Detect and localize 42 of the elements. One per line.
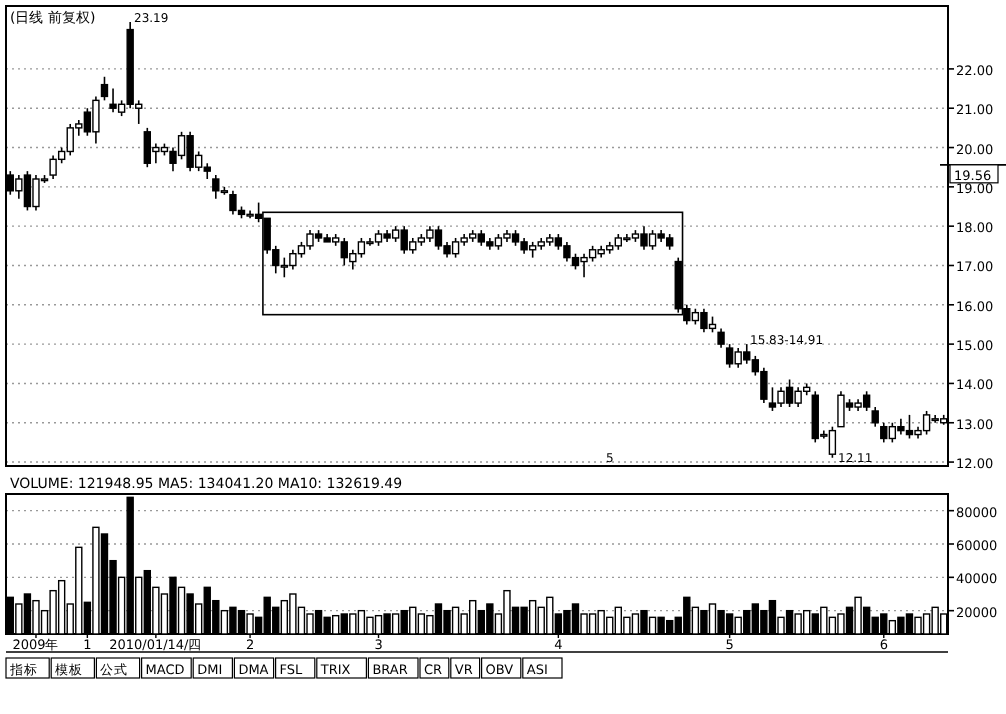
- candlestick: [777, 386, 785, 408]
- candlestick: [306, 229, 314, 251]
- candlestick: [212, 174, 220, 200]
- candlestick: [349, 248, 357, 271]
- candlestick: [451, 237, 460, 259]
- candlestick: [880, 421, 888, 444]
- candlestick: [905, 414, 914, 440]
- candlestick: [229, 189, 237, 216]
- candlestick: [760, 366, 768, 404]
- candlestick: [357, 237, 366, 259]
- candlestick: [794, 386, 802, 408]
- candlestick: [15, 174, 23, 200]
- candlestick: [768, 386, 777, 412]
- candlestick: [888, 421, 897, 444]
- candlestick: [725, 343, 734, 369]
- candlestick: [92, 95, 100, 145]
- candlestick: [700, 307, 708, 334]
- candlestick: [648, 229, 657, 251]
- candlestick: [922, 410, 931, 436]
- candlestick: [717, 327, 725, 349]
- candlestick: [100, 75, 109, 102]
- candlestick: [862, 390, 871, 412]
- candlestick: [23, 170, 32, 212]
- candlestick: [640, 225, 648, 251]
- candlestick: [280, 256, 289, 279]
- candlestick: [49, 154, 57, 180]
- candlestick: [837, 390, 845, 428]
- candlestick: [32, 174, 40, 212]
- candlestick: [400, 225, 408, 255]
- candlestick: [66, 123, 74, 157]
- candlestick: [871, 406, 879, 428]
- candlestick: [109, 87, 117, 113]
- candlestick: [563, 241, 571, 263]
- candlestick: [580, 252, 588, 279]
- candlestick: [83, 107, 92, 137]
- candlestick: [186, 131, 194, 172]
- candlestick: [434, 225, 443, 251]
- candlestick: [177, 131, 186, 161]
- candlestick: [785, 378, 794, 408]
- candlestick: [289, 248, 297, 271]
- candlestick: [828, 425, 837, 459]
- candlestick: [734, 347, 742, 369]
